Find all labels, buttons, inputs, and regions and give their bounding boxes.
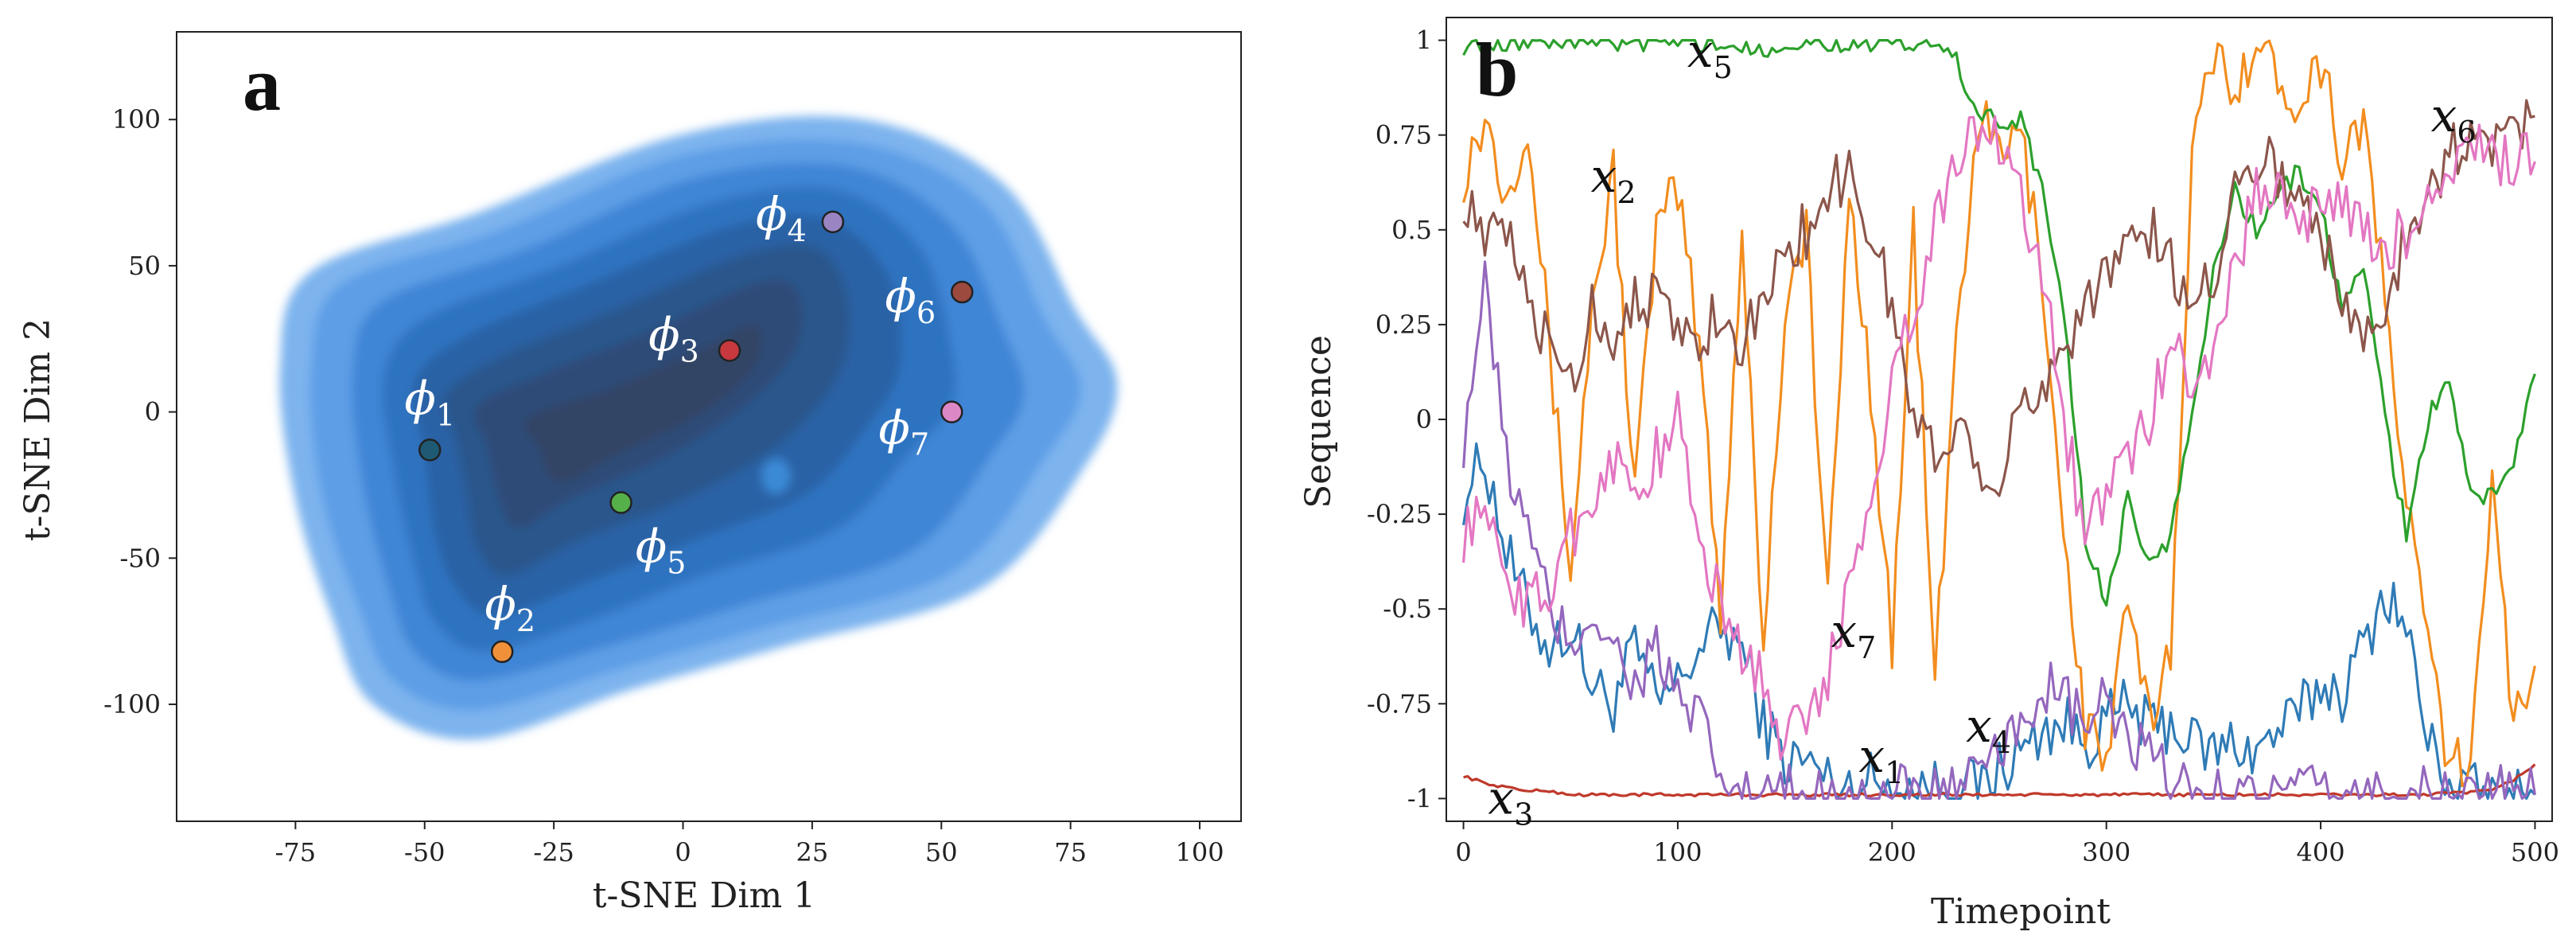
- series-x2-label: x2: [1591, 149, 1636, 210]
- phi-7-point: [940, 400, 963, 423]
- series-x5-line: [1462, 39, 2536, 607]
- y-tick-label: 0.75: [1376, 120, 1432, 150]
- phi-2-point: [490, 640, 514, 664]
- series-x3-label: x3: [1488, 770, 1533, 832]
- y-tick-label: 0: [1416, 404, 1432, 435]
- panel-a-xlabel: t-SNE Dim 1: [593, 875, 815, 916]
- y-tick-label: -1: [1407, 783, 1432, 813]
- panel-a-ylabel: t-SNE Dim 2: [18, 318, 58, 541]
- density-contour-8: [523, 323, 762, 482]
- y-tick-label: -0.5: [1383, 594, 1432, 624]
- panel-b-annotations: x1 x2 x3 x4 x5 x6 x7: [1488, 24, 2476, 832]
- series-x7-line: [1462, 115, 2536, 761]
- x-tick-label: 0: [675, 837, 691, 867]
- x-tick-label: 50: [925, 837, 958, 867]
- series-x6-line: [1462, 99, 2535, 497]
- y-tick-label: 0.25: [1376, 310, 1432, 340]
- series-x1-line: [1462, 442, 2536, 800]
- density-hole: [761, 458, 791, 494]
- series-x7-label: x7: [1831, 604, 1876, 665]
- phi-1-point: [418, 438, 442, 462]
- series-x4-line: [1462, 260, 2536, 800]
- series-x6-label: x6: [2431, 88, 2477, 150]
- phi-7-label: ϕ7: [878, 401, 929, 462]
- y-tick-label: 0: [145, 397, 161, 427]
- y-tick-label: -0.75: [1367, 688, 1432, 719]
- x-tick-label: 200: [1868, 837, 1916, 867]
- y-tick-label: 1: [1416, 25, 1432, 56]
- panel-a-density: [279, 115, 1118, 740]
- y-tick-label: 0.5: [1391, 215, 1432, 245]
- y-tick-label: -0.25: [1367, 499, 1432, 529]
- panel-a-ticks: -75 -50 -25 0 25 50 75 100 100 50 0 -50 -100: [103, 104, 1224, 867]
- phi-6-point: [951, 280, 974, 304]
- panel-b-xlabel: Timepoint: [1931, 891, 2111, 932]
- panel-b-ticks: 0 100 200 300 400 500 1 0.75 0.5 0.25 0 -0.25 -0.5 -0…: [1367, 25, 2559, 867]
- phi-4-label: ϕ4: [756, 187, 807, 248]
- series-x2-line: [1462, 39, 2536, 788]
- phi-2-label: ϕ2: [484, 577, 535, 638]
- series-x3-line: [1463, 763, 2536, 798]
- panel-b-letter: b: [1476, 27, 1518, 112]
- x-tick-label: -75: [275, 837, 317, 867]
- series-x4-label: x4: [1966, 699, 2011, 760]
- y-tick-label: -50: [119, 543, 161, 573]
- panel-a: -75 -50 -25 0 25 50 75 100 100 50 0 -50 -100 ϕ1ϕ2ϕ3ϕ…: [18, 31, 1242, 916]
- series-x1-label: x1: [1858, 729, 1904, 790]
- panel-b-ylabel: Sequence: [1298, 335, 1339, 509]
- y-tick-label: -100: [103, 689, 161, 719]
- panel-a-frame: [176, 31, 1242, 822]
- panel-b: 0 100 200 300 400 500 1 0.75 0.5 0.25 0 -0.25 -0.5 -0…: [1298, 17, 2559, 932]
- x-tick-label: 400: [2297, 837, 2345, 867]
- x-tick-label: 25: [796, 837, 829, 867]
- x-tick-label: 75: [1054, 837, 1087, 867]
- x-tick-label: 100: [1653, 837, 1702, 867]
- x-tick-label: -50: [404, 837, 446, 867]
- panel-a-letter: a: [243, 41, 281, 127]
- phi-3-point: [718, 339, 741, 362]
- y-tick-label: 100: [112, 104, 161, 134]
- x-tick-label: 300: [2082, 837, 2130, 867]
- panel-b-lines: [1462, 39, 2536, 800]
- series-x5-label: x5: [1687, 24, 1733, 85]
- x-tick-label: 100: [1175, 837, 1224, 867]
- phi-5-point: [609, 491, 632, 514]
- x-tick-label: -25: [533, 837, 574, 867]
- x-tick-label: 0: [1455, 837, 1471, 867]
- x-tick-label: 500: [2511, 837, 2559, 867]
- y-tick-label: 50: [128, 251, 161, 281]
- phi-4-point: [821, 210, 845, 234]
